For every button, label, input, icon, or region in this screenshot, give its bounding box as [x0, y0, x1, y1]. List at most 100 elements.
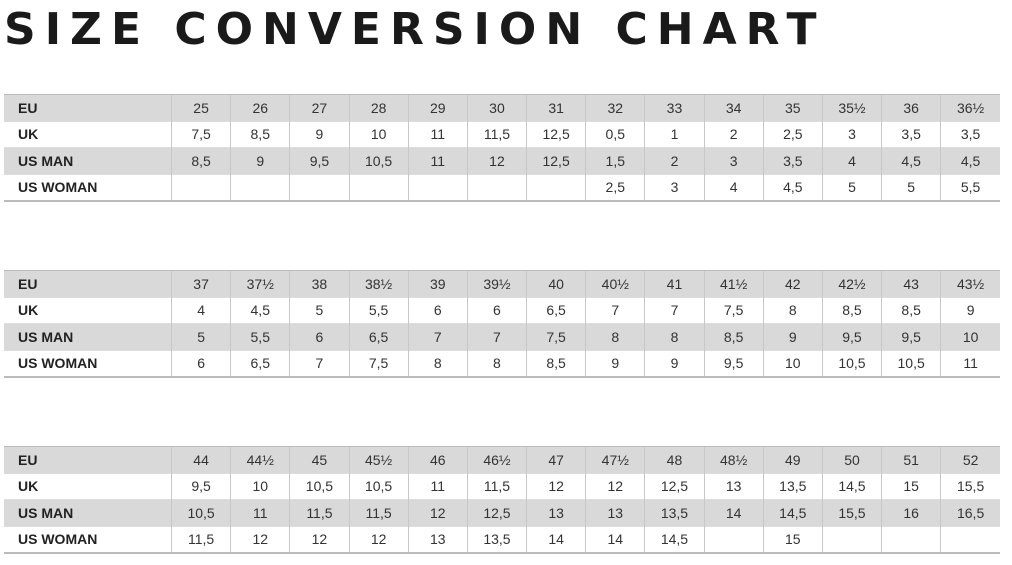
size-cell: 8,5: [170, 147, 231, 174]
size-cell: 39: [407, 270, 468, 297]
size-cell: 14: [526, 525, 586, 553]
row-label: UK: [4, 120, 172, 148]
size-cell: 5,5: [940, 173, 1000, 201]
size-cell: 27: [289, 94, 350, 121]
size-cell: 10,5: [348, 472, 409, 500]
size-cell: 11,5: [348, 499, 409, 526]
size-cell: [526, 173, 586, 201]
size-cell: 12: [585, 472, 645, 500]
size-cell: 49: [762, 446, 823, 473]
size-cell: 6,5: [526, 296, 586, 324]
size-cell: 36: [881, 94, 941, 121]
size-cell: 45½: [348, 446, 409, 473]
size-cell: 12: [466, 147, 527, 174]
size-cell: 4: [821, 147, 882, 174]
size-cell: 15,5: [821, 499, 882, 526]
size-cell: 7: [407, 323, 468, 350]
row-label: UK: [4, 296, 172, 324]
table-row: US WOMAN 11,5 12 12 12 13 13,5 14 14 14,5 15: [4, 525, 1000, 553]
row-label: UK: [4, 472, 172, 500]
size-cell: 38: [289, 270, 350, 297]
row-label: US WOMAN: [4, 173, 172, 201]
size-cell: 46½: [466, 446, 527, 473]
size-cell: 11,5: [170, 525, 231, 553]
table-row: US MAN 8,5 9 9,5 10,5 11 12 12,5 1,5 2 3 3,5 4 4,5 4,5: [4, 147, 1000, 174]
size-cell: 12: [407, 499, 468, 526]
size-cell: 44: [170, 446, 231, 473]
row-label: US MAN: [4, 499, 172, 526]
size-cell: 8: [585, 323, 645, 350]
table-row: US WOMAN 6 6,5 7 7,5 8 8 8,5 9 9 9,5 10 10,5 10,5 11: [4, 349, 1000, 377]
size-cell: 14: [585, 525, 645, 553]
size-cell: 25: [170, 94, 231, 121]
size-cell: 5: [289, 296, 350, 324]
size-cell: 6,5: [348, 323, 409, 350]
size-cell: 8,5: [821, 296, 882, 324]
size-cell: 10,5: [881, 349, 941, 377]
size-cell: 44½: [230, 446, 290, 473]
size-cell: 13: [703, 472, 764, 500]
row-label: US WOMAN: [4, 525, 172, 553]
size-cell: 13,5: [762, 472, 823, 500]
size-cell: 11: [407, 472, 468, 500]
size-cell: 8: [466, 349, 527, 377]
size-cell: 12,5: [466, 499, 527, 526]
size-cell: 7,5: [348, 349, 409, 377]
size-cell: 47: [526, 446, 586, 473]
row-label: US MAN: [4, 323, 172, 350]
size-cell: 41: [644, 270, 705, 297]
size-cell: [230, 173, 290, 201]
size-cell: 8: [762, 296, 823, 324]
size-cell: 13,5: [644, 499, 705, 526]
size-cell: 10,5: [289, 472, 350, 500]
size-cell: 6: [407, 296, 468, 324]
size-cell: 50: [821, 446, 882, 473]
size-table: EU 25 26 27 28 29 30 31 32 33 34 35 35½ 36 36½ UK 7,5 8,5…: [4, 94, 1000, 202]
size-cell: 7,5: [170, 120, 231, 148]
size-cell: 5: [881, 173, 941, 201]
size-cell: 12: [230, 525, 290, 553]
size-cell: 2,5: [585, 173, 645, 201]
size-cell: [821, 525, 882, 553]
size-cell: 32: [585, 94, 645, 121]
size-cell: [170, 173, 231, 201]
size-cell: 4,5: [762, 173, 823, 201]
size-cell: [407, 173, 468, 201]
size-cell: 7: [585, 296, 645, 324]
size-cell: 4: [170, 296, 231, 324]
size-cell: 12: [526, 472, 586, 500]
size-table: EU 44 44½ 45 45½ 46 46½ 47 47½ 48 48½ 49 50 51 52 UK 9,5…: [4, 446, 1000, 554]
size-cell: 9: [230, 147, 290, 174]
size-cell: 16,5: [940, 499, 1000, 526]
size-cell: 13: [407, 525, 468, 553]
size-cell: 35½: [821, 94, 882, 121]
size-cell: 41½: [703, 270, 764, 297]
row-label: EU: [4, 270, 172, 297]
size-cell: 37: [170, 270, 231, 297]
size-cell: 38½: [348, 270, 409, 297]
size-cell: 7: [466, 323, 527, 350]
row-label: EU: [4, 94, 172, 121]
row-label: EU: [4, 446, 172, 473]
table-row: EU 25 26 27 28 29 30 31 32 33 34 35 35½ 36 36½: [4, 94, 1000, 121]
size-cell: 5,5: [348, 296, 409, 324]
size-cell: 8,5: [526, 349, 586, 377]
size-cell: 9,5: [170, 472, 231, 500]
size-cell: 4,5: [881, 147, 941, 174]
size-cell: 6: [289, 323, 350, 350]
size-cell: [940, 525, 1000, 553]
size-cell: 29: [407, 94, 468, 121]
size-cell: 7,5: [526, 323, 586, 350]
size-cell: 9: [644, 349, 705, 377]
size-cell: 48½: [703, 446, 764, 473]
size-cell: [703, 525, 764, 553]
size-cell: 12: [348, 525, 409, 553]
size-cell: 11: [230, 499, 290, 526]
size-cell: 47½: [585, 446, 645, 473]
size-cell: 48: [644, 446, 705, 473]
size-cell: 5: [170, 323, 231, 350]
size-cell: 2: [703, 120, 764, 148]
size-cell: 11,5: [289, 499, 350, 526]
size-cell: 7: [289, 349, 350, 377]
size-cell: 12: [289, 525, 350, 553]
